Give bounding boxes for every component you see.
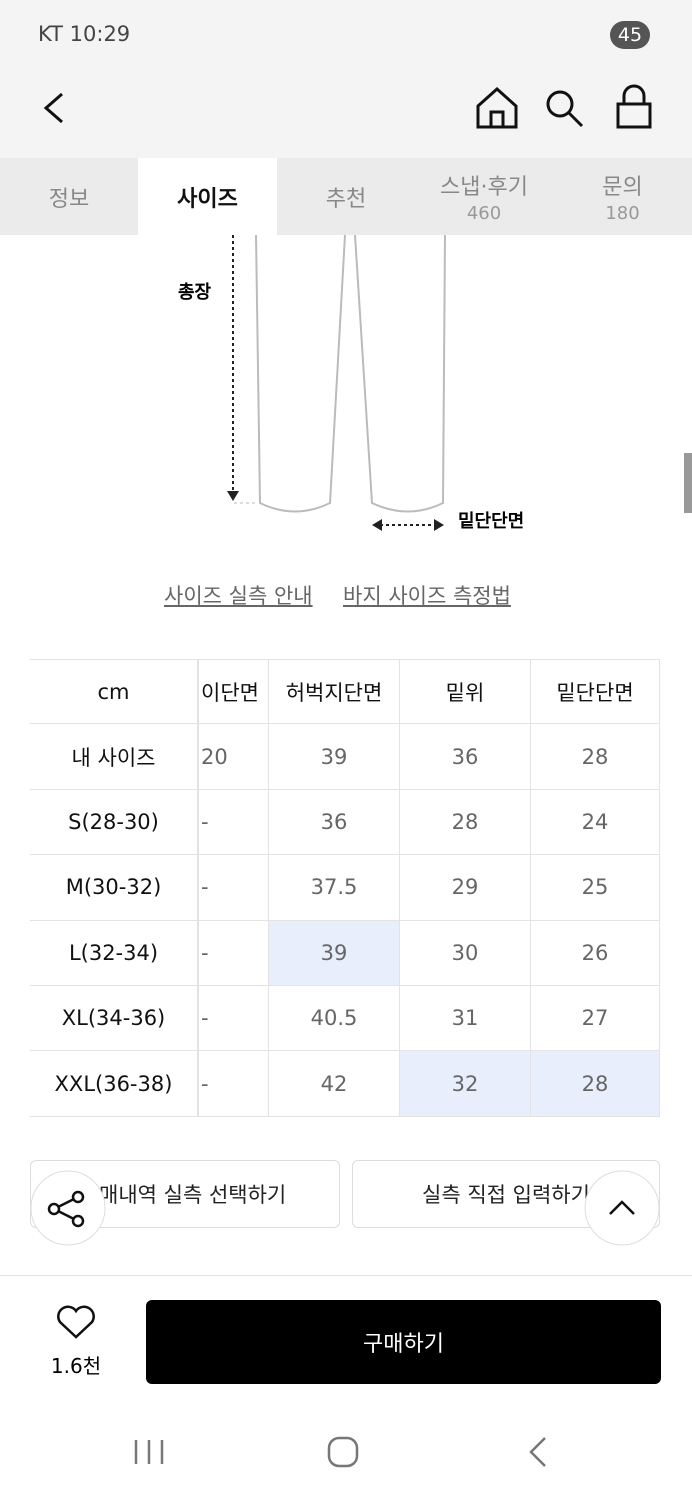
buy-button[interactable]: 구매하기 xyxy=(146,1300,661,1384)
table-cell: 29 xyxy=(400,855,531,921)
tab[interactable]: 문의 180 xyxy=(553,158,692,235)
table-header-cell: 밑위 xyxy=(400,659,531,725)
select-button[interactable]: 매내역 실측 선택하기 xyxy=(30,1160,340,1228)
length-label: 총장 xyxy=(178,282,212,303)
share-button[interactable] xyxy=(30,1170,106,1246)
tab[interactable]: 정보 xyxy=(0,158,138,235)
link[interactable]: 사이즈 실측 안내 xyxy=(164,584,313,608)
header-bg xyxy=(0,0,692,158)
tab[interactable]: 추천 xyxy=(277,158,415,235)
bag-icon[interactable] xyxy=(616,84,652,129)
table-cell: - xyxy=(198,920,269,986)
table-cell: - xyxy=(198,855,269,921)
table-cell: 28 xyxy=(531,724,660,790)
table-cell: 25 xyxy=(531,855,660,921)
table-cell: XXL(36-38) xyxy=(30,1051,198,1117)
battery: 45 xyxy=(610,21,650,49)
table-cell: 20 xyxy=(198,724,269,790)
table-cell: S(28-30) xyxy=(30,789,198,856)
table-cell: 28 xyxy=(531,1051,660,1117)
tab[interactable]: 스냅·후기 460 xyxy=(415,158,553,235)
table-cell: 39 xyxy=(269,724,400,790)
table-cell: 24 xyxy=(531,789,660,856)
hem-label: 밑단단면 xyxy=(458,511,525,532)
like-icon[interactable] xyxy=(55,1305,97,1341)
buy-label: 구매하기 xyxy=(363,1332,444,1357)
search-handle xyxy=(567,111,584,128)
input-button[interactable]: 실측 직접 입력하기 xyxy=(352,1160,660,1228)
tab-active[interactable]: 사이즈 xyxy=(138,158,277,235)
table-header-cell: 허벅지단면 xyxy=(269,659,400,725)
table-cell: 39 xyxy=(269,920,400,986)
tab-label: 문의 xyxy=(602,175,643,200)
button-label: 매내역 실측 선택하기 xyxy=(99,1183,287,1207)
header-icons xyxy=(43,84,652,129)
table-cell: - xyxy=(198,789,269,856)
divider xyxy=(0,1275,692,1276)
table-cell: 31 xyxy=(400,986,531,1052)
table-header-cell: cm xyxy=(30,659,198,725)
table-cell: 30 xyxy=(400,920,531,986)
table-cell: M(30-32) xyxy=(30,855,198,921)
search-icon[interactable] xyxy=(546,90,574,118)
table-cell: 28 xyxy=(400,789,531,856)
button-label: 실측 직접 입력하기 xyxy=(422,1183,590,1207)
tab-label: 추천 xyxy=(325,186,367,212)
table-header-cell: 이단면 xyxy=(198,659,269,725)
table-cell: XL(34-36) xyxy=(30,986,198,1052)
table-cell: 36 xyxy=(269,789,400,856)
floating-buttons xyxy=(30,1170,660,1246)
pants-diagram xyxy=(227,235,692,531)
table-cell: 37.5 xyxy=(269,855,400,921)
table-cell: - xyxy=(198,1051,269,1117)
table-header-cell: 밑단단면 xyxy=(531,659,660,725)
scroll-top-button[interactable] xyxy=(584,1170,660,1246)
tab-label: 정보 xyxy=(48,186,90,212)
nav-bar xyxy=(134,1436,546,1468)
tab-label: 사이즈 xyxy=(177,186,238,212)
tab-count: 180 xyxy=(605,203,640,224)
link[interactable]: 바지 사이즈 측정법 xyxy=(343,584,511,608)
table-cell: 내 사이즈 xyxy=(30,724,198,790)
tab-label: 스냅·후기 xyxy=(440,175,528,200)
table-cell: 27 xyxy=(531,986,660,1052)
tab-bar xyxy=(0,158,692,235)
table-cell: - xyxy=(198,986,269,1052)
tab-count: 460 xyxy=(466,203,502,224)
home-icon[interactable] xyxy=(476,86,518,129)
table-cell: 32 xyxy=(400,1051,531,1117)
back-icon[interactable] xyxy=(43,92,63,124)
status-time: KT 10:29 xyxy=(38,22,131,46)
table-cell: L(32-34) xyxy=(30,920,198,986)
table-cell: 42 xyxy=(269,1051,400,1117)
like-count: 1.6천 xyxy=(50,1354,102,1378)
table-cell: 36 xyxy=(400,724,531,790)
table-cell: 40.5 xyxy=(269,986,400,1052)
table-cell: 26 xyxy=(531,920,660,986)
